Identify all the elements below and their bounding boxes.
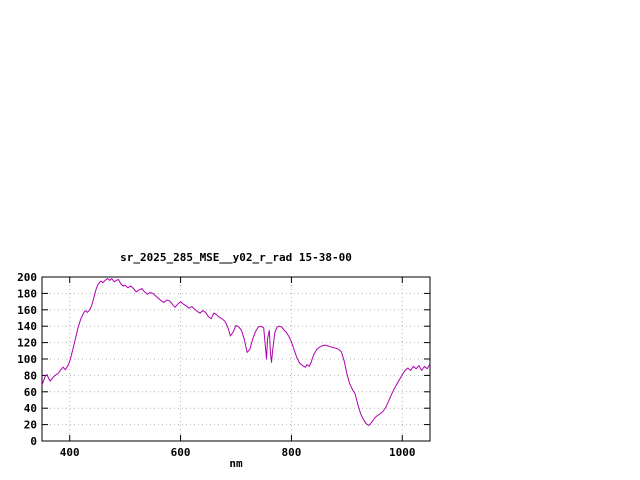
x-tick-label: 1000 <box>389 446 416 459</box>
spectrum-line <box>41 278 431 426</box>
y-tick-label: 40 <box>24 402 37 415</box>
plot-border <box>41 276 431 442</box>
y-tick-label: 140 <box>17 320 37 333</box>
y-tick-label: 20 <box>24 419 37 432</box>
x-tick-label: 400 <box>60 446 80 459</box>
y-tick-label: 160 <box>17 304 37 317</box>
y-tick-label: 60 <box>24 386 37 399</box>
y-tick-label: 180 <box>17 287 37 300</box>
chart-title: sr_2025_285_MSE__y02_r_rad 15-38-00 <box>120 251 352 264</box>
y-tick-label: 200 <box>17 271 37 284</box>
y-tick-label: 120 <box>17 337 37 350</box>
y-tick-label: 80 <box>24 369 37 382</box>
x-tick-label: 600 <box>171 446 191 459</box>
x-tick-label: 800 <box>281 446 301 459</box>
y-tick-label: 100 <box>17 353 37 366</box>
y-tick-label: 0 <box>30 435 37 448</box>
x-axis-label: nm <box>229 457 243 470</box>
